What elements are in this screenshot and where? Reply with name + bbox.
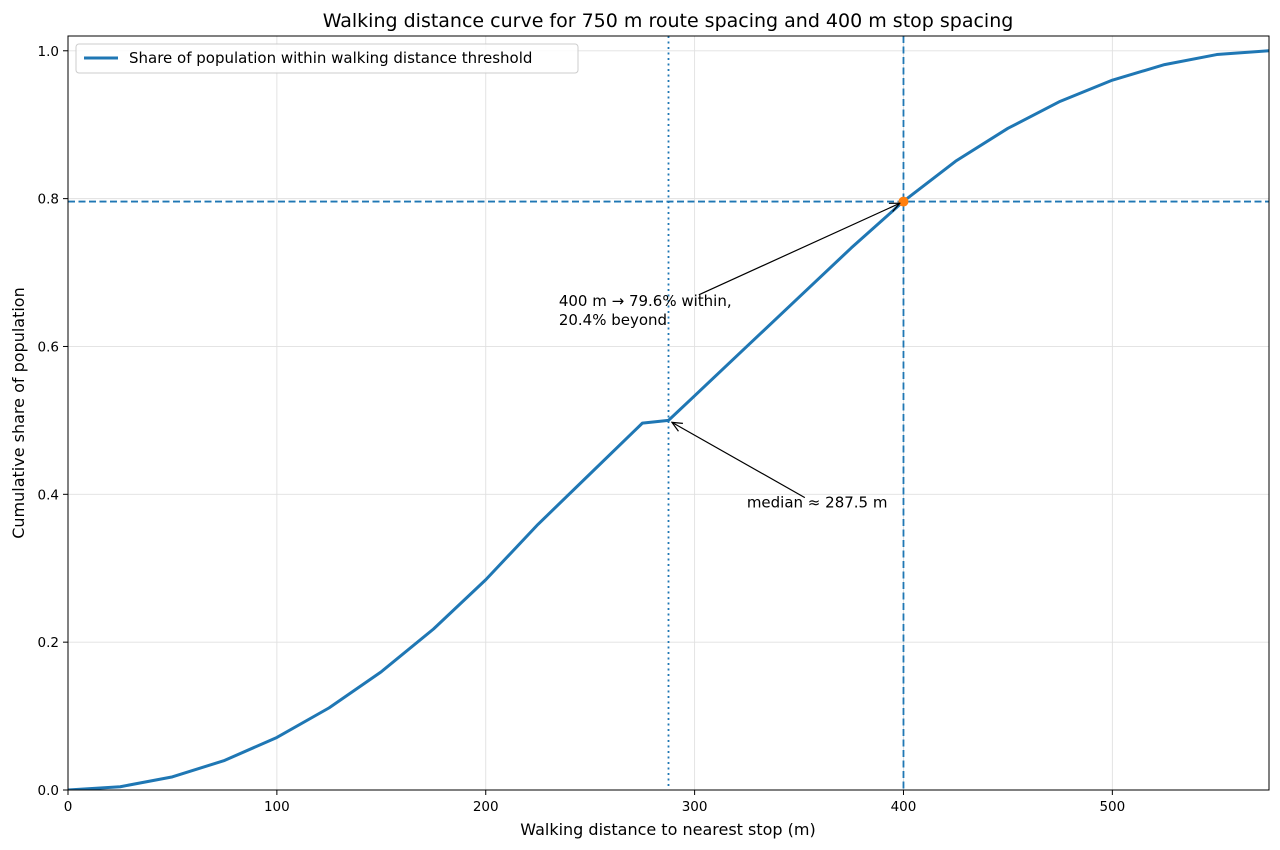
grid [67, 36, 1269, 791]
annotation-arrow-threshold [698, 203, 900, 296]
y-tick-label-2: 0.4 [38, 487, 59, 503]
x-axis-label: Walking distance to nearest stop (m) [520, 820, 815, 839]
annotations: 400 m → 79.6% within,20.4% beyond median … [559, 203, 900, 512]
y-tick-label-0: 0.0 [38, 783, 59, 799]
x-axis-ticks: 0 100 200 300 400 500 [64, 790, 1125, 815]
points-layer [898, 196, 909, 207]
annotation-text-threshold-1: 20.4% beyond [559, 311, 667, 329]
x-tick-label-1: 100 [264, 799, 290, 815]
plot-frame [67, 35, 1270, 791]
x-tick-label-0: 0 [64, 799, 73, 815]
reference-lines [68, 36, 1269, 790]
threshold-point [898, 196, 909, 207]
series-layer [68, 49, 1269, 790]
legend-box [75, 43, 579, 74]
x-tick-label-4: 400 [891, 799, 917, 815]
x-tick-label-3: 300 [682, 799, 708, 815]
annotation-text-median-0: median ≈ 287.5 m [747, 494, 888, 512]
annotation-text-threshold-0: 400 m → 79.6% within, [559, 292, 732, 310]
x-tick-label-5: 500 [1099, 799, 1125, 815]
chart-title: Walking distance curve for 750 m route s… [323, 10, 1014, 32]
y-tick-label-1: 0.2 [38, 635, 59, 651]
series-line-0 [68, 49, 1269, 790]
x-tick-label-2: 200 [473, 799, 499, 815]
y-axis-label: Cumulative share of population [9, 287, 28, 539]
y-tick-label-4: 0.8 [38, 192, 59, 208]
legend: Share of population within walking dista… [75, 43, 579, 74]
annotation-arrow-median [672, 422, 806, 499]
y-axis-ticks: 0.0 0.2 0.4 0.6 0.8 1.0 [38, 44, 68, 799]
y-tick-label-5: 1.0 [38, 44, 59, 60]
legend-label: Share of population within walking dista… [129, 49, 532, 67]
y-tick-label-3: 0.6 [38, 339, 59, 355]
